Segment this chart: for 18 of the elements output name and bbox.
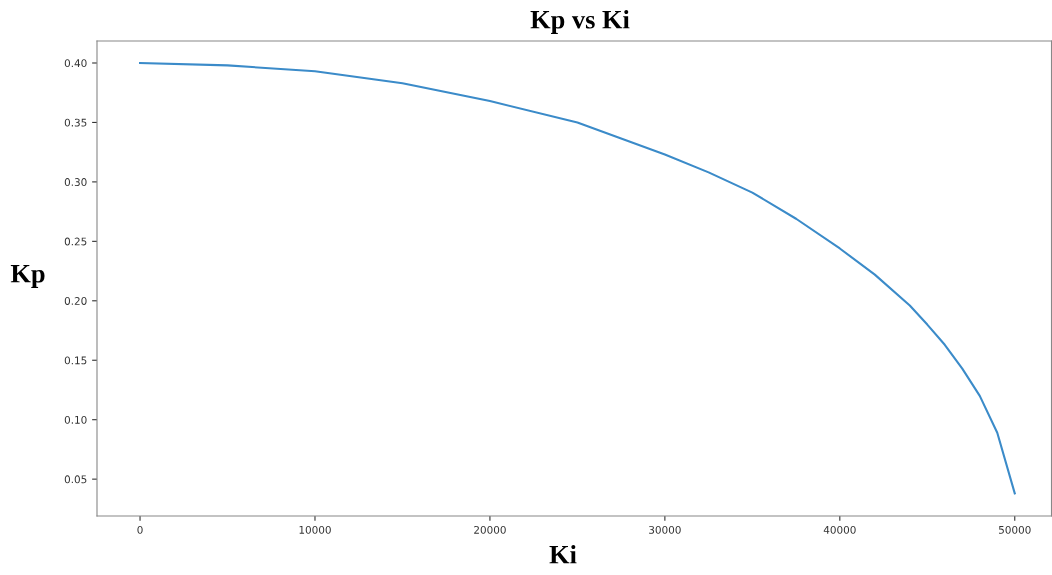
x-tick-label: 50000 <box>999 525 1031 534</box>
y-axis-title: Kp <box>10 265 45 288</box>
y-tick-label: 0.40 <box>64 59 87 68</box>
y-tick-label: 0.25 <box>64 237 87 246</box>
x-tick-label: 10000 <box>299 525 331 534</box>
y-tick-label: 0.35 <box>64 118 87 127</box>
y-tick-label: 0.20 <box>64 297 87 305</box>
x-tick-label: 20000 <box>474 525 506 534</box>
x-tick-label: 30000 <box>649 525 681 534</box>
x-axis-title: Ki <box>549 545 577 564</box>
y-tick-label: 0.30 <box>64 178 87 186</box>
chart-title: Kp vs Ki <box>530 10 630 34</box>
y-tick-label: 0.05 <box>64 475 87 484</box>
line-series <box>139 61 1016 495</box>
x-tick-label: 0 <box>137 525 143 534</box>
y-tick-label: 0.10 <box>64 415 87 424</box>
y-tick-label: 0.15 <box>64 356 87 365</box>
x-tick-label: 40000 <box>823 525 856 534</box>
